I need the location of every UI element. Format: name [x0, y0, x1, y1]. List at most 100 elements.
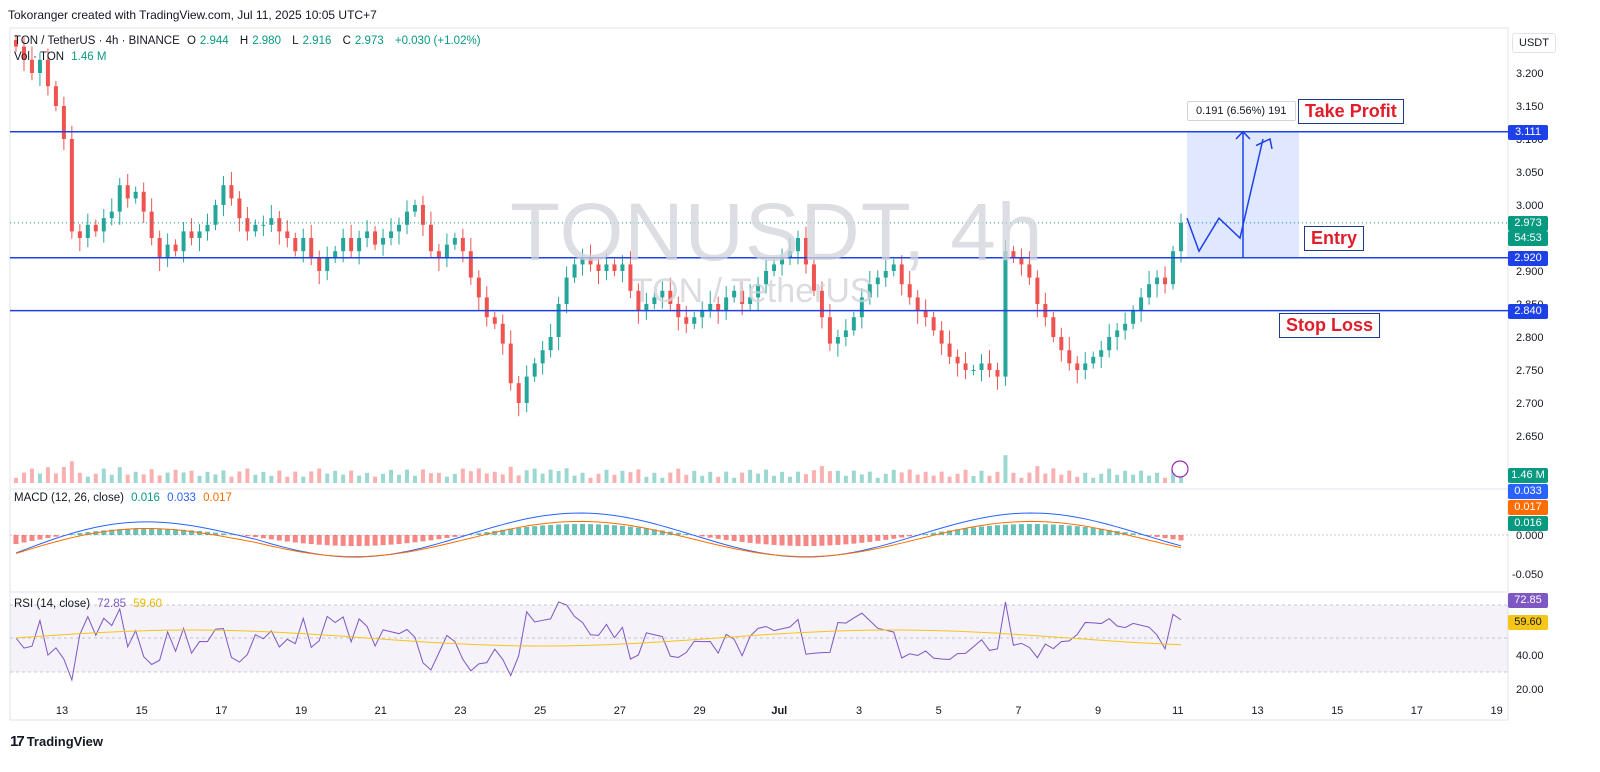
candle [1019, 257, 1024, 265]
volume-bar [61, 467, 66, 483]
volume-bar [397, 474, 402, 483]
volume-bar [237, 471, 242, 483]
candle [412, 205, 417, 212]
macd-histogram-bar [268, 535, 274, 540]
macd-histogram-bar [388, 535, 394, 545]
measure-arrow-head [1235, 130, 1251, 140]
macd-tick-label: 0.000 [1516, 530, 1544, 542]
macd-histogram-bar [157, 528, 163, 535]
macd-histogram-bar [851, 535, 857, 544]
candle [349, 238, 354, 252]
stop-loss-label[interactable]: Stop Loss [1279, 313, 1381, 338]
volume-bar [788, 476, 793, 483]
volume-bar [325, 473, 330, 483]
candle [947, 343, 952, 357]
candle [963, 363, 968, 370]
macd-histogram-bar [619, 525, 625, 535]
entry-label[interactable]: Entry [1304, 226, 1365, 251]
macd-histogram-bar [53, 535, 59, 537]
volume-bar [253, 474, 258, 483]
time-tick-label: 19 [1490, 705, 1502, 717]
macd-histogram-bar [228, 534, 234, 535]
macd-histogram-bar [173, 529, 179, 535]
macd-histogram-bar [220, 533, 226, 535]
volume-bar [580, 472, 585, 483]
candle [476, 277, 481, 298]
candle [149, 211, 154, 238]
take-profit-label[interactable]: Take Profit [1298, 99, 1404, 124]
candle [189, 231, 194, 238]
macd-histogram-bar [324, 535, 330, 546]
volume-bar [269, 475, 274, 483]
macd-histogram-bar [603, 524, 609, 535]
macd-histogram-bar [994, 525, 1000, 535]
measure-label[interactable]: 0.191 (6.56%) 191 [1187, 101, 1296, 121]
volume-bar [381, 473, 386, 483]
currency-button[interactable]: USDT [1512, 33, 1556, 53]
macd-histogram-bar [356, 535, 362, 546]
volume-bar [189, 470, 194, 483]
volume-bar [205, 471, 210, 483]
countdown-tag: 54:53 [1508, 231, 1548, 246]
candle [987, 363, 992, 370]
price-legend: TON / TetherUS · 4h · BINANCE O 2.944 H 2.… [14, 35, 481, 47]
candle [1131, 310, 1136, 324]
candle [460, 238, 465, 252]
macd-histogram-bar [979, 526, 985, 535]
rsi-legend: RSI (14, close) 72.85 59.60 [14, 598, 163, 610]
volume-bar [1083, 472, 1088, 483]
tradingview-logo[interactable]: 17 TradingView [10, 733, 104, 750]
volume-bar [1051, 468, 1056, 483]
macd-histogram-bar [947, 530, 953, 535]
candle [907, 284, 912, 298]
price-tick-label: 3.150 [1516, 101, 1544, 113]
candle [133, 191, 138, 199]
candle [756, 284, 761, 298]
volume-bar [644, 476, 649, 483]
candle [692, 317, 697, 324]
macd-histogram-bar [484, 532, 490, 535]
macd-histogram-bar [372, 535, 378, 546]
candle [772, 264, 777, 271]
macd-histogram-bar [811, 535, 817, 546]
candle [14, 40, 18, 47]
volume-bar [540, 473, 545, 483]
macd-histogram-bar [771, 535, 777, 545]
macd-histogram-bar [21, 535, 27, 543]
volume-bar [53, 473, 58, 483]
volume-bar [1091, 477, 1096, 483]
candle [109, 211, 114, 219]
macd-histogram-bar [428, 535, 434, 541]
change-value: +0.030 (+1.02%) [394, 35, 481, 47]
rsi-tag: 72.85 [1508, 593, 1548, 608]
volume-bar [867, 471, 872, 483]
volume-bar [157, 475, 162, 483]
macd-histogram-bar [300, 535, 306, 544]
macd-histogram-bar [508, 528, 514, 535]
volume-bar [165, 472, 170, 483]
volume-bar [660, 477, 665, 483]
volume-bar [740, 472, 745, 483]
macd-histogram-bar [244, 535, 250, 537]
macd-histogram-bar [101, 530, 107, 535]
macd-histogram-bar [29, 535, 35, 541]
candle [484, 297, 489, 318]
candle [1035, 277, 1040, 304]
volume-bar [277, 470, 282, 483]
candle [61, 106, 66, 139]
symbol-label[interactable]: TON / TetherUS · 4h · BINANCE [14, 35, 180, 47]
volume-bar [21, 472, 26, 483]
macd-histogram-bar [260, 535, 266, 539]
volume-bar [77, 472, 82, 483]
macd-histogram-bar [500, 529, 506, 535]
volume-bar [676, 468, 681, 483]
candle [285, 231, 290, 238]
macd-histogram-bar [452, 535, 458, 537]
volume-bar [452, 473, 457, 483]
volume-bar [373, 476, 378, 483]
macd-histogram-bar [13, 535, 19, 544]
macd-histogram-bar [316, 535, 322, 545]
candle [221, 185, 226, 205]
macd-histogram-bar [252, 535, 258, 538]
